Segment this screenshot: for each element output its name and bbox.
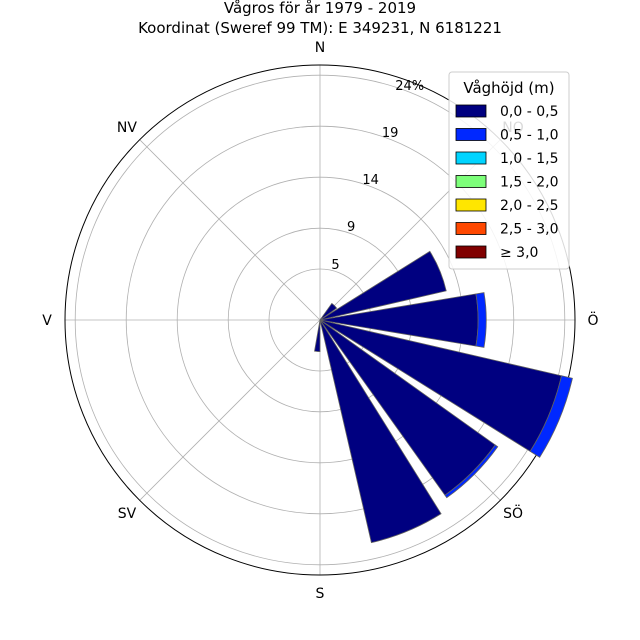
legend-swatch-4	[455, 198, 487, 212]
direction-label-ö: Ö	[587, 311, 598, 329]
legend-label-1: 0,5 - 1,0	[500, 128, 558, 144]
chart-subtitle: Koordinat (Sweref 99 TM): E 349231, N 61…	[138, 19, 502, 37]
legend-swatch-5	[455, 222, 487, 235]
grid-spoke-315	[139, 139, 321, 321]
legend-swatch-0	[455, 104, 487, 118]
direction-label-v: V	[42, 313, 52, 329]
legend-label-6: ≥ 3,0	[500, 245, 538, 261]
legend-label-4: 2,0 - 2,5	[500, 198, 558, 214]
chart-title: Vågros för år 1979 - 2019	[224, 0, 416, 17]
radial-tick-label-3: 19	[382, 126, 399, 141]
direction-label-n: N	[315, 40, 325, 56]
sector-bar-157.5-bin-0	[319, 319, 442, 544]
legend-swatch-2	[455, 151, 487, 165]
legend-swatch-1	[455, 128, 487, 141]
sector-bar-135-bin-1	[444, 444, 499, 499]
legend-label-2: 1,0 - 1,5	[500, 151, 558, 167]
legend-frame	[448, 71, 570, 270]
sector-bar-90-bin-1	[475, 292, 487, 348]
radial-tick-label-1: 9	[347, 220, 355, 235]
radial-tick-label-2: 14	[362, 173, 379, 188]
sector-bar-112.5-bin-1	[529, 375, 573, 458]
legend-label-5: 2,5 - 3,0	[500, 222, 558, 238]
direction-label-sö: SÖ	[503, 504, 523, 522]
legend-swatch-3	[455, 175, 487, 188]
direction-label-sv: SV	[118, 506, 137, 522]
radial-tick-label-0: 5	[331, 258, 339, 273]
radial-tick-label-4: 24%	[395, 79, 424, 94]
legend-items: 0,0 - 0,5 0,5 - 1,0 1,0 - 1,5 1,5 - 2,0 2,0 …	[455, 104, 558, 261]
radial-tick-labels: 5 9 14 19 24%	[331, 79, 424, 273]
direction-label-s: S	[316, 586, 325, 602]
sector-bar-67.5-bin-0	[319, 250, 447, 321]
direction-label-nv: NV	[117, 120, 137, 136]
grid-spoke-225	[139, 319, 321, 501]
legend-title: Våghöjd (m)	[463, 79, 554, 97]
legend-swatch-6	[455, 245, 487, 259]
sector-bars	[314, 250, 573, 544]
legend-label-0: 0,0 - 0,5	[500, 104, 558, 120]
sector-bar-small-185-bin-0	[314, 319, 321, 353]
sector-bar-45-bin-0	[319, 302, 338, 321]
polar-frame	[64, 64, 576, 576]
legend-label-3: 1,5 - 2,0	[500, 175, 558, 191]
legend: Våghöjd (m) 0,0 - 0,5 0,5 - 1,0 1,0 - 1,5 1…	[448, 71, 570, 270]
